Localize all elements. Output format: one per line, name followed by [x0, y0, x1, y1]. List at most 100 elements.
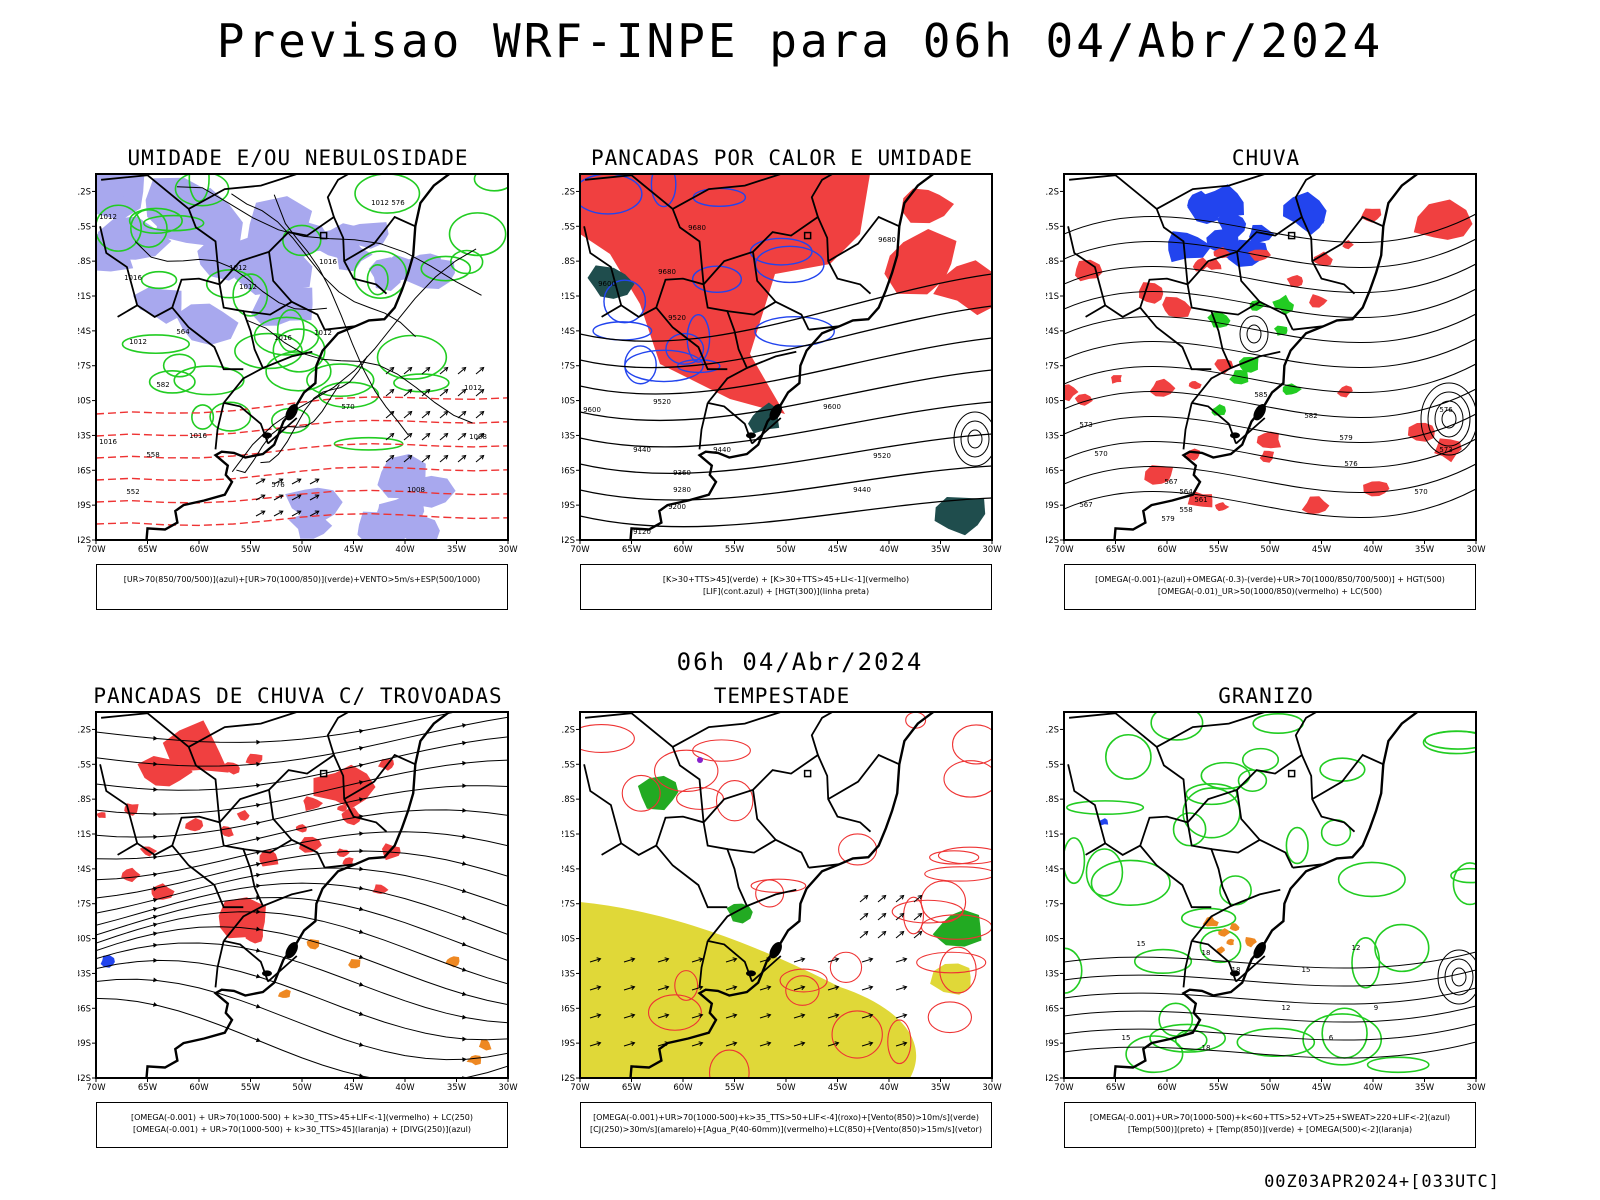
hail-area	[1098, 818, 1109, 826]
temperature-500-contour	[1064, 1041, 1476, 1059]
border-line	[583, 764, 623, 844]
contour-label: 9440	[633, 446, 651, 454]
lon-label: 30W	[982, 1083, 1002, 1093]
rain-area	[1413, 199, 1473, 240]
lat-label: 30S	[562, 397, 575, 407]
contour-label: 1008	[407, 486, 425, 494]
border-line	[171, 845, 244, 909]
wind-vector	[421, 367, 430, 375]
border-line	[810, 174, 833, 218]
lat-label: 21S	[78, 292, 91, 302]
wind-vector	[859, 895, 868, 903]
wind-vector	[385, 411, 394, 419]
wind-vector	[877, 913, 886, 921]
thunderstorm-area	[121, 867, 141, 883]
wind-vector-head	[407, 388, 413, 394]
omega-area	[1226, 938, 1235, 946]
lat-label: 30S	[562, 935, 575, 945]
humidity-area	[377, 454, 426, 499]
streamline	[96, 997, 508, 1078]
border-line	[1236, 789, 1261, 841]
temperature-850-contour	[1066, 800, 1145, 815]
wind-vector-head	[425, 432, 431, 438]
wind-vector-head	[407, 366, 413, 372]
convection-area	[348, 959, 361, 969]
streamline-arrow	[152, 914, 158, 920]
wind-vector-head	[425, 454, 431, 460]
wind-vector-head	[389, 432, 395, 438]
humidity-contour	[448, 212, 507, 257]
contour-label: 9520	[873, 452, 891, 460]
lon-label: 30W	[1466, 545, 1486, 555]
contour-label: 9200	[668, 503, 686, 511]
humidity-contour	[140, 270, 178, 290]
lat-label: 33S	[562, 431, 575, 441]
temperature-500-contour	[1064, 1023, 1476, 1041]
instability-area	[933, 260, 992, 316]
map-chuva: 5855825795765735705675645615585795765735…	[1046, 173, 1486, 555]
streamline-arrow	[255, 973, 261, 979]
wind-vector	[457, 433, 466, 441]
streamline-arrow	[153, 942, 158, 948]
wind-vector	[255, 478, 266, 485]
streamline	[96, 959, 508, 1041]
wind-vector-head	[664, 1041, 670, 1047]
wind-vector-head	[868, 1041, 874, 1047]
lon-label: 70W	[570, 1083, 590, 1093]
streamline	[96, 716, 508, 767]
humidity-contour	[209, 401, 252, 432]
lat-label: 36S	[1046, 466, 1059, 476]
humidity-contour	[148, 370, 196, 394]
lat-label: 18S	[562, 257, 575, 267]
contour-label: 1012	[239, 283, 257, 291]
lon-label: 55W	[241, 545, 261, 555]
border-line	[268, 251, 293, 303]
wind-vector	[403, 455, 412, 463]
legend-line: [OMEGA(-0.001)+UR>70(1000-500)+k<60+TTS>…	[1089, 1113, 1451, 1122]
border-line	[827, 215, 900, 262]
contour-label: 558	[1179, 506, 1192, 514]
humidity-contour	[393, 373, 450, 393]
thickness-contour	[96, 466, 508, 482]
wind-vector	[457, 411, 466, 419]
humidity-contour	[420, 255, 472, 282]
humidity-contour	[130, 208, 168, 248]
wind-vector	[827, 1014, 839, 1019]
streamline-arrow	[359, 831, 364, 836]
wind-vector	[725, 1042, 737, 1047]
wind-vector-head	[834, 1041, 840, 1047]
humidity-contour	[333, 436, 404, 451]
contour-label: 9440	[713, 446, 731, 454]
lon-label: 65W	[1106, 1083, 1126, 1093]
lat-label: 21S	[78, 830, 91, 840]
streamline-arrow	[358, 1042, 364, 1047]
omega-area	[1206, 228, 1241, 259]
contour-label: 15	[1302, 966, 1311, 974]
rain-area	[1313, 251, 1333, 267]
humidity-contour	[272, 328, 326, 373]
precipitable-water-contour	[903, 896, 924, 935]
streamline-arrow	[359, 866, 364, 872]
wind-vector-head	[443, 432, 449, 438]
lat-label: 39S	[78, 1039, 91, 1049]
wind-vector	[623, 1042, 635, 1047]
wind-vector	[403, 389, 412, 397]
border-line	[810, 712, 833, 756]
lifted-index-contour	[754, 315, 835, 347]
legend-box: [OMEGA(-0.001)+UR>70(1000-500)+k>35_TTS>…	[580, 1102, 992, 1148]
rain-area	[1144, 465, 1174, 485]
thunderstorm-area	[222, 762, 240, 775]
wind-vector	[291, 494, 302, 501]
humidity-contour	[354, 174, 421, 214]
lon-label: 50W	[292, 1083, 312, 1093]
height-contour	[580, 433, 992, 475]
streamline-arrow	[461, 861, 467, 866]
wind-vector-head	[461, 388, 467, 394]
wind-vector	[385, 433, 394, 441]
wind-vector-head	[296, 510, 302, 515]
rain-area	[1064, 384, 1079, 402]
contour-label: 1012	[99, 213, 117, 221]
wind-vector-head	[863, 930, 869, 936]
lon-label: 60W	[1157, 545, 1177, 555]
contour-label: 561	[1194, 496, 1207, 504]
